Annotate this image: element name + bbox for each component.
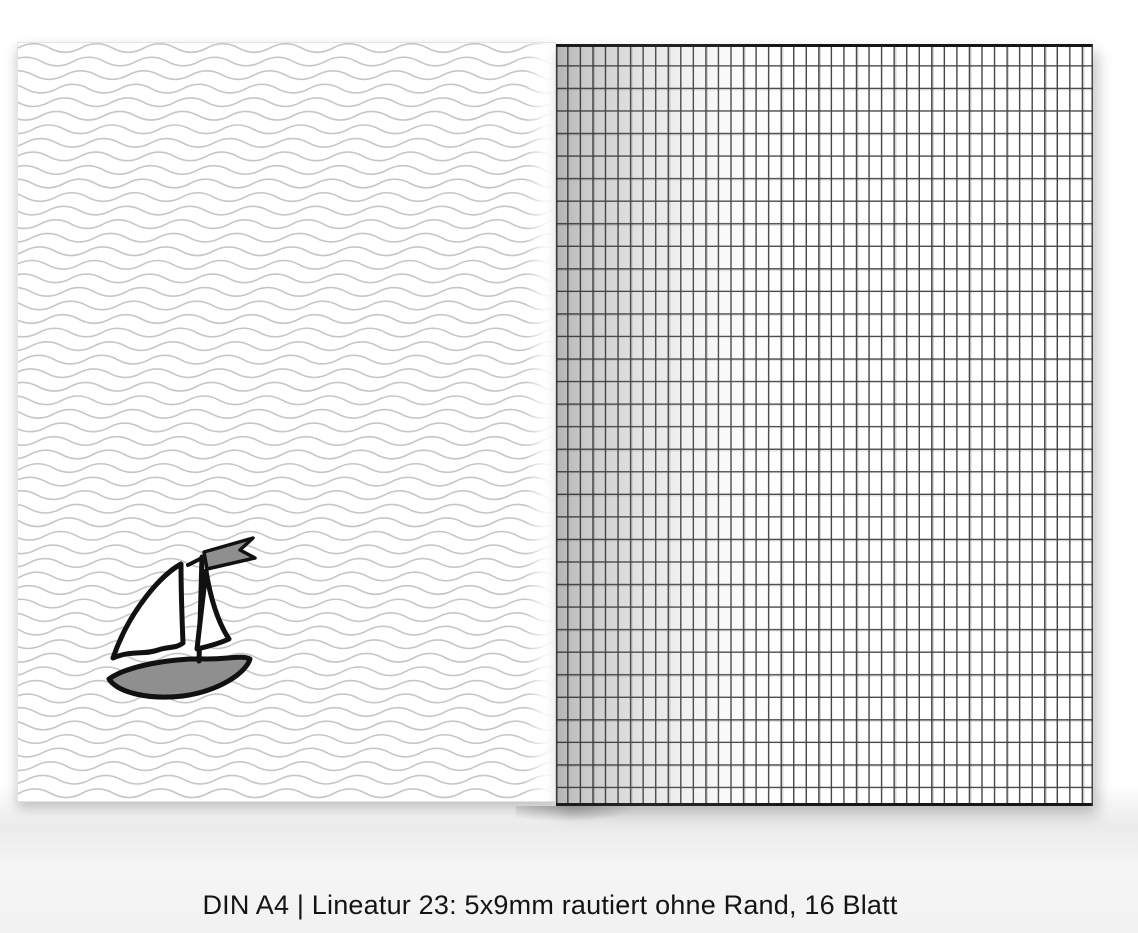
sailboat-icon [106, 536, 257, 700]
boat-flag [202, 536, 257, 571]
boat-hull [106, 654, 253, 700]
boat-masthead-tick [186, 556, 204, 567]
wave-pattern [18, 43, 555, 799]
boat-jib-sail [194, 568, 232, 652]
caption: DIN A4 | Lineatur 23: 5x9mm rautiert ohn… [202, 890, 898, 920]
notebook-cover-page [17, 42, 556, 802]
grid-pattern [556, 44, 1093, 806]
ruled-paper-page [516, 44, 1093, 822]
boat-mainsail [110, 561, 186, 661]
